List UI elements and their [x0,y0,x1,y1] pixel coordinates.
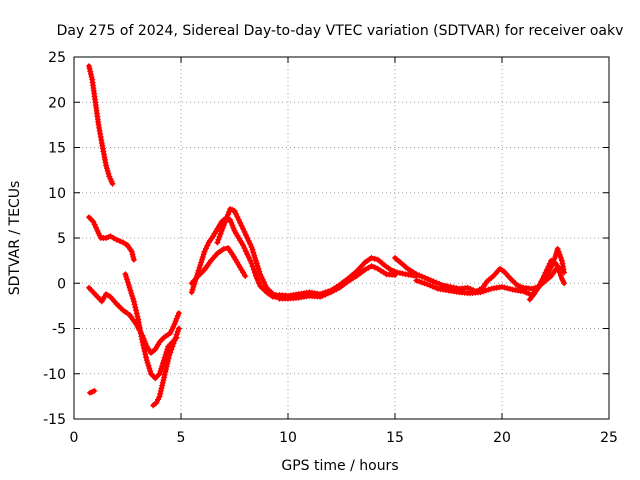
series-track-4 [122,271,180,382]
y-tick-label: 5 [57,231,66,247]
series-track-2 [86,214,137,263]
series-track-14 [526,257,563,303]
y-tick-label: -5 [52,322,66,338]
x-tick-label: 5 [177,430,186,446]
y-axis-label: SDTVAR / TECUs [7,181,23,296]
point-markers [86,214,137,263]
point-markers [526,257,563,303]
point-markers [122,271,180,382]
tick-labels: 0 5 10 15 20 25 -15 -10 -5 0 5 10 15 20 25 [43,50,618,446]
y-tick-label: -10 [43,367,66,383]
point-markers [86,63,116,187]
y-tick-label: 25 [48,50,66,66]
series-track-1 [86,63,116,187]
point-markers [87,387,98,396]
series-track-9 [214,206,291,300]
x-tick-label: 15 [386,430,404,446]
y-tick-label: 10 [48,186,66,202]
x-axis-label: GPS time / hours [281,458,398,474]
grid [74,57,609,419]
series-track-7 [188,215,289,301]
point-markers [276,263,398,302]
series-track-11 [276,263,398,302]
x-tick-label: 20 [493,430,511,446]
x-tick-label: 25 [600,430,618,446]
x-tick-label: 10 [279,430,297,446]
series-track-5 [150,325,182,409]
y-tick-label: 0 [57,276,66,292]
y-tick-label: -15 [43,412,66,428]
y-tick-label: 15 [48,141,66,157]
point-markers [188,245,249,287]
point-markers [214,206,291,300]
axis-ticks [73,56,610,420]
y-tick-label: 20 [48,95,66,111]
series-track [189,215,289,300]
point-markers [150,325,182,409]
data-series-group [86,63,568,409]
series-track-3 [86,284,182,356]
series-track-8 [188,245,249,287]
chart-title: Day 275 of 2024, Sidereal Day-to-day VTE… [57,23,624,39]
series-track-6 [87,387,98,396]
x-tick-label: 0 [70,430,79,446]
